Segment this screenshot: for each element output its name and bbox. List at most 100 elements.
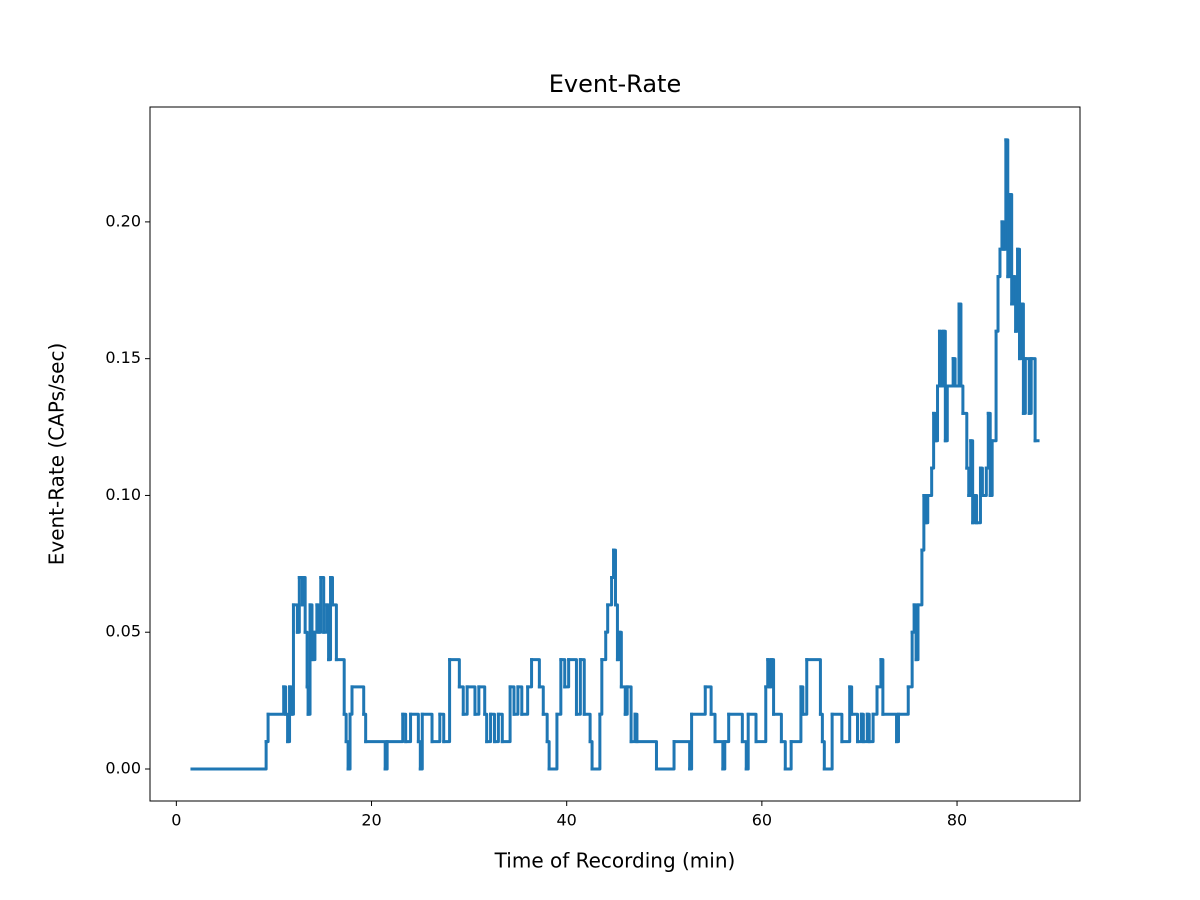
x-tick-label: 0 — [171, 811, 181, 830]
line-step — [703, 685, 713, 716]
line-step — [959, 384, 965, 415]
line-step — [859, 712, 865, 744]
line-step — [871, 685, 879, 716]
line-step — [848, 685, 854, 716]
line-step — [567, 658, 578, 716]
line-step — [600, 630, 608, 662]
line-step — [744, 712, 750, 771]
line-step — [865, 712, 871, 744]
line-step — [896, 685, 910, 716]
line-step — [288, 685, 294, 716]
line-step — [830, 712, 844, 744]
line-step — [306, 603, 312, 716]
line-step — [500, 685, 512, 744]
line-step — [555, 658, 563, 716]
line-series — [190, 138, 1040, 771]
line-step — [914, 603, 920, 662]
line-step — [327, 576, 333, 662]
line-step — [590, 712, 602, 771]
y-tick-label: 0.00 — [105, 758, 141, 777]
line-step — [319, 576, 326, 634]
line-step — [861, 712, 869, 744]
line-step — [727, 712, 744, 744]
line-step — [308, 603, 314, 662]
line-step — [559, 658, 567, 689]
line-step — [961, 411, 969, 470]
line-step — [629, 712, 637, 744]
line-step — [416, 740, 422, 771]
line-step — [721, 740, 727, 771]
line-step — [723, 712, 731, 744]
line-step — [401, 712, 408, 744]
line-step — [1012, 275, 1018, 333]
x-tick-label: 80 — [947, 811, 967, 830]
line-step — [978, 466, 984, 497]
line-step — [975, 466, 982, 525]
line-step — [301, 576, 307, 634]
line-step — [1006, 193, 1012, 279]
line-step — [541, 712, 549, 744]
line-step — [867, 712, 875, 744]
line-step — [364, 740, 387, 771]
line-step — [448, 658, 461, 689]
line-step — [945, 357, 955, 388]
line-step — [1014, 247, 1020, 333]
line-step — [920, 493, 926, 552]
line-step — [291, 603, 299, 634]
line-step — [385, 712, 405, 744]
line-step — [563, 658, 571, 689]
line-step — [973, 493, 979, 525]
line-step — [850, 712, 860, 744]
line-step — [895, 712, 900, 744]
line-step — [1029, 357, 1037, 443]
line-step — [820, 740, 826, 771]
line-step — [598, 658, 604, 716]
line-step — [329, 576, 334, 607]
line-step — [910, 603, 916, 634]
line-step — [547, 712, 559, 771]
line-step — [489, 712, 496, 744]
line-step — [766, 658, 772, 689]
line-step — [574, 658, 582, 716]
line-step — [305, 685, 310, 716]
line-step — [303, 630, 309, 689]
line-step — [770, 658, 776, 716]
line-step — [582, 712, 592, 744]
line-step — [290, 603, 295, 716]
line-step — [483, 712, 489, 744]
line-step — [801, 658, 809, 716]
line-step — [615, 630, 621, 662]
line-step — [496, 712, 504, 744]
x-tick-label: 40 — [557, 811, 577, 830]
line-step — [969, 439, 975, 525]
line-step — [930, 411, 936, 470]
line-step — [936, 329, 941, 388]
line-step — [526, 658, 534, 689]
line-step — [768, 658, 774, 689]
line-step — [922, 493, 928, 525]
line-step — [635, 740, 658, 771]
line-step — [512, 685, 520, 716]
line-step — [1018, 302, 1023, 361]
line-step — [409, 712, 420, 744]
line-step — [951, 357, 957, 388]
line-step — [943, 384, 949, 443]
line-step — [284, 712, 290, 744]
line-step — [282, 685, 288, 716]
line-step — [875, 658, 883, 689]
line-step — [941, 329, 947, 443]
line-step — [530, 658, 541, 689]
line-step — [980, 466, 988, 497]
line-step — [461, 685, 469, 716]
line-step — [916, 548, 924, 607]
line-step — [912, 603, 918, 662]
line-step — [924, 493, 930, 525]
line-step — [934, 384, 940, 443]
line-step — [932, 411, 938, 443]
line-step — [953, 302, 961, 388]
line-step — [619, 685, 627, 716]
line-step — [313, 603, 319, 634]
line-step — [754, 685, 768, 744]
y-tick-label: 0.05 — [105, 622, 141, 641]
line-step — [348, 685, 354, 716]
